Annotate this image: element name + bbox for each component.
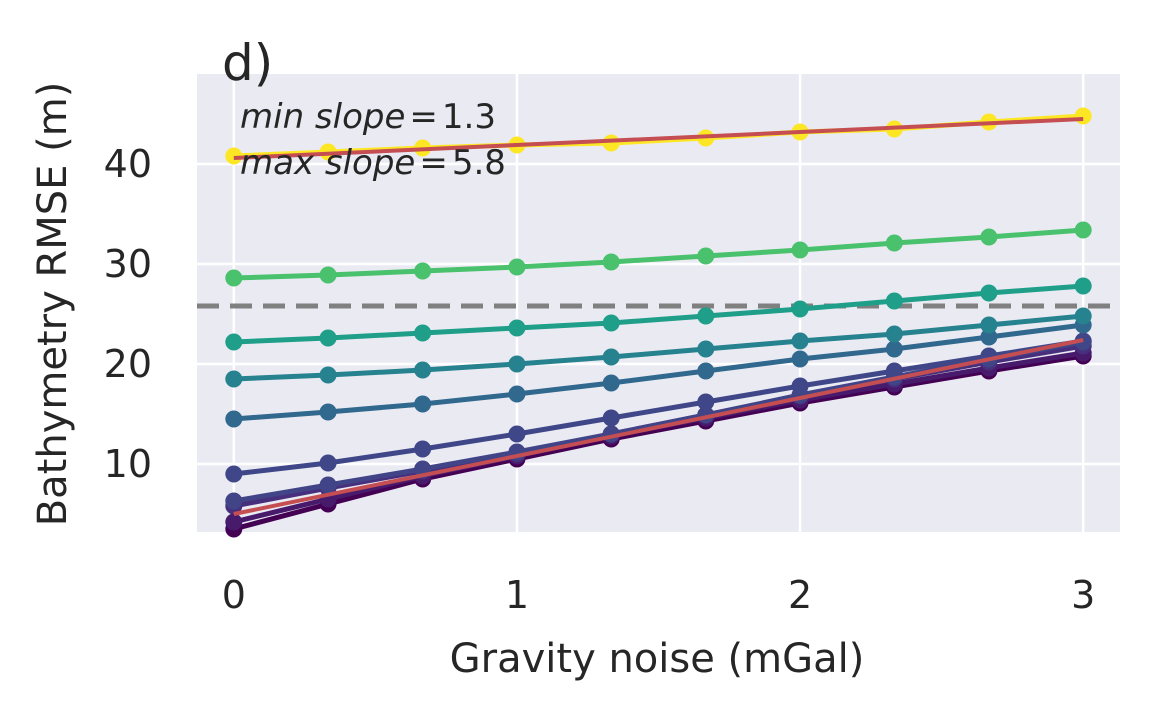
data-point bbox=[602, 314, 620, 332]
x-tick-labels: 0 1 2 3 bbox=[222, 573, 1096, 617]
data-point bbox=[225, 269, 243, 287]
fit-line-layer bbox=[233, 117, 1084, 516]
data-point bbox=[602, 409, 620, 427]
data-point bbox=[508, 355, 526, 373]
series-line bbox=[233, 313, 1084, 382]
series-5 bbox=[225, 316, 1092, 428]
data-point bbox=[791, 350, 809, 368]
data-point bbox=[885, 362, 903, 380]
data-point bbox=[319, 266, 337, 284]
series-8 bbox=[225, 221, 1092, 287]
data-point bbox=[791, 300, 809, 318]
data-point bbox=[980, 328, 998, 346]
annotation-max-slope-value: 5.8 bbox=[452, 143, 506, 183]
data-point bbox=[885, 325, 903, 343]
data-point bbox=[508, 258, 526, 276]
data-point bbox=[414, 395, 432, 413]
annotation-max-slope-label: max slope bbox=[240, 143, 415, 183]
series-line bbox=[233, 283, 1084, 345]
series-line bbox=[233, 338, 1084, 477]
data-point bbox=[414, 262, 432, 280]
fit-line bbox=[233, 338, 1084, 516]
data-point bbox=[791, 377, 809, 395]
data-point bbox=[885, 234, 903, 252]
annotation-min-slope-label: min slope bbox=[240, 97, 405, 137]
data-point bbox=[885, 340, 903, 358]
data-point bbox=[697, 362, 715, 380]
data-point bbox=[225, 513, 243, 531]
data-point bbox=[508, 385, 526, 403]
data-point bbox=[1074, 277, 1092, 295]
data-point bbox=[1074, 221, 1092, 239]
annotation-max-slope: max slope = 5.8 bbox=[240, 143, 506, 183]
data-point bbox=[508, 319, 526, 337]
data-point bbox=[414, 440, 432, 458]
y-tick-label: 40 bbox=[104, 142, 152, 186]
annotation-min-slope-value: 1.3 bbox=[442, 97, 496, 137]
data-point bbox=[1074, 307, 1092, 325]
x-tick-label: 2 bbox=[788, 573, 812, 617]
data-point bbox=[602, 374, 620, 392]
series-line bbox=[233, 227, 1084, 281]
data-point bbox=[885, 292, 903, 310]
data-point bbox=[697, 247, 715, 265]
x-tick-label: 1 bbox=[505, 573, 529, 617]
series-line bbox=[233, 322, 1084, 422]
data-point bbox=[225, 492, 243, 510]
data-point bbox=[602, 134, 620, 152]
data-point bbox=[414, 361, 432, 379]
data-point bbox=[791, 332, 809, 350]
data-point bbox=[791, 241, 809, 259]
y-tick-label: 30 bbox=[104, 242, 152, 286]
data-point bbox=[980, 228, 998, 246]
y-tick-label: 20 bbox=[104, 342, 152, 386]
data-point bbox=[225, 465, 243, 483]
series-line bbox=[233, 353, 1084, 532]
annotation-min-slope: min slope = 1.3 bbox=[240, 97, 496, 137]
data-point bbox=[697, 340, 715, 358]
series-6 bbox=[225, 307, 1092, 388]
data-point bbox=[319, 403, 337, 421]
data-point bbox=[225, 370, 243, 388]
data-point bbox=[414, 324, 432, 342]
data-point bbox=[1074, 107, 1092, 125]
data-point bbox=[319, 454, 337, 472]
fit-line bbox=[233, 117, 1084, 160]
data-point bbox=[225, 333, 243, 351]
y-axis-label: Bathymetry RMSE (m) bbox=[30, 82, 76, 527]
data-point bbox=[319, 366, 337, 384]
x-tick-label: 0 bbox=[222, 573, 246, 617]
y-tick-labels: 10 20 30 40 bbox=[104, 142, 152, 486]
data-point bbox=[602, 348, 620, 366]
series-7 bbox=[225, 277, 1092, 351]
x-tick-label: 3 bbox=[1071, 573, 1095, 617]
data-point bbox=[319, 329, 337, 347]
data-point bbox=[225, 410, 243, 428]
data-point bbox=[980, 284, 998, 302]
data-point bbox=[319, 476, 337, 494]
data-point bbox=[697, 393, 715, 411]
x-axis-label: Gravity noise (mGal) bbox=[450, 636, 865, 682]
data-point bbox=[980, 316, 998, 334]
data-point bbox=[508, 425, 526, 443]
panel-label: d) bbox=[222, 34, 273, 92]
data-point bbox=[697, 307, 715, 325]
y-tick-label: 10 bbox=[104, 442, 152, 486]
data-point bbox=[602, 253, 620, 271]
